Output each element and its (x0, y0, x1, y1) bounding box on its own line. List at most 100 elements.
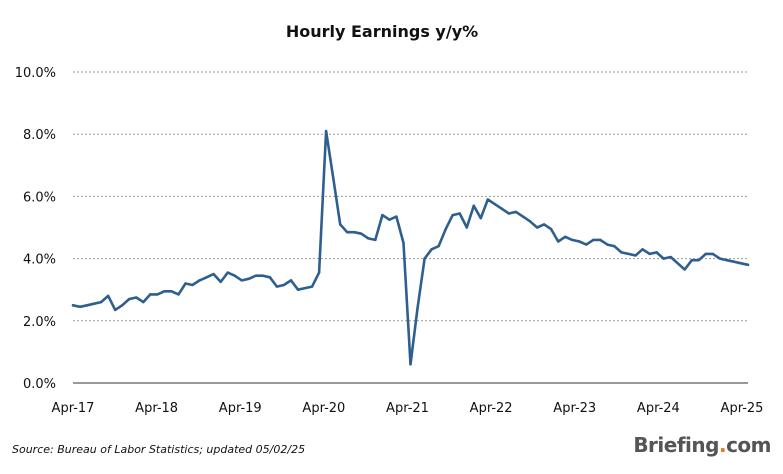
data-point (331, 176, 335, 179)
data-point (177, 293, 180, 296)
data-point (282, 283, 286, 287)
y-tick-label: 2.0% (23, 315, 56, 330)
data-point (212, 272, 215, 276)
brand-main: Briefing (633, 433, 719, 457)
data-point (585, 243, 588, 246)
data-point (507, 212, 511, 215)
data-point (71, 304, 75, 307)
data-point (268, 276, 272, 279)
data-point (683, 268, 686, 271)
data-point (409, 363, 412, 366)
data-point (430, 248, 433, 251)
data-point (317, 271, 321, 274)
data-point (479, 216, 483, 220)
data-point (85, 304, 89, 307)
data-point (198, 279, 201, 282)
y-tick-label: 10.0% (15, 66, 56, 81)
gridlines (73, 71, 748, 322)
data-point (184, 282, 187, 285)
data-point (163, 290, 166, 293)
y-tick-label: 0.0% (23, 377, 56, 392)
x-axis-ticks: Apr-17 Apr-18 Apr-19 Apr-20 Apr-21 Apr-22 Apr-… (52, 401, 764, 416)
data-point (613, 244, 616, 248)
y-tick-label: 4.0% (23, 253, 56, 268)
data-point (599, 238, 602, 242)
data-point (92, 302, 96, 305)
data-point (451, 213, 454, 217)
x-tick-label: Apr-25 (721, 401, 764, 416)
data-point (535, 226, 539, 229)
data-point (381, 213, 384, 217)
data-point (142, 300, 145, 304)
data-point (521, 215, 525, 218)
data-point (254, 274, 258, 277)
data-point (324, 129, 328, 133)
data-point (128, 297, 131, 301)
data-point (606, 243, 609, 246)
x-tick-label: Apr-21 (386, 401, 429, 416)
data-point (641, 248, 644, 251)
data-point (542, 223, 546, 226)
data-point (346, 230, 349, 234)
series-line (71, 129, 750, 366)
data-point (402, 241, 405, 245)
data-point (78, 305, 82, 309)
brand-dot: . (718, 433, 727, 457)
data-point (374, 238, 377, 242)
data-point (711, 252, 715, 256)
x-tick-label: Apr-19 (219, 401, 262, 416)
data-point (549, 227, 553, 231)
data-point (99, 300, 103, 304)
data-point (367, 237, 370, 240)
data-point (226, 271, 229, 274)
data-point (437, 244, 440, 248)
data-point (514, 210, 518, 214)
data-point (444, 227, 447, 231)
data-point (571, 238, 574, 242)
data-point (289, 279, 293, 282)
data-point (697, 258, 700, 262)
data-point (416, 307, 419, 310)
data-point (170, 290, 173, 293)
briefing-logo: Briefing.com (633, 433, 771, 457)
data-point (233, 274, 236, 277)
data-point (275, 285, 279, 288)
data-point (360, 232, 363, 235)
data-point (310, 285, 314, 288)
data-point (725, 258, 729, 262)
x-tick-label: Apr-17 (52, 401, 95, 416)
data-point (219, 280, 222, 284)
data-point (627, 252, 630, 256)
data-point (472, 204, 475, 207)
data-point (704, 252, 708, 256)
brand-tld: com (726, 433, 771, 457)
source-note: Source: Bureau of Labor Statistics; upda… (12, 443, 306, 456)
data-point (135, 296, 138, 299)
data-point (121, 304, 124, 307)
data-point (303, 286, 307, 290)
data-point (732, 260, 736, 263)
data-point (458, 212, 461, 215)
data-point (528, 220, 532, 223)
y-axis-ticks: 0.0% 2.0% 4.0% 6.0% 8.0% 10.0% (15, 66, 56, 392)
data-point (662, 257, 665, 260)
data-point (486, 198, 490, 201)
series-group (71, 129, 750, 366)
data-point (634, 254, 637, 257)
data-point (149, 293, 152, 296)
data-point (556, 240, 560, 243)
data-point (106, 294, 110, 298)
x-tick-label: Apr-20 (302, 401, 345, 416)
data-point (247, 277, 250, 281)
data-point (690, 258, 693, 262)
data-point (592, 238, 595, 242)
data-point (676, 262, 679, 265)
data-point (205, 276, 208, 279)
data-point (620, 251, 623, 254)
data-point (493, 202, 497, 206)
data-point (669, 255, 672, 259)
data-point (388, 218, 391, 221)
y-tick-label: 8.0% (23, 128, 56, 143)
data-point (423, 257, 426, 260)
data-point (648, 252, 651, 256)
